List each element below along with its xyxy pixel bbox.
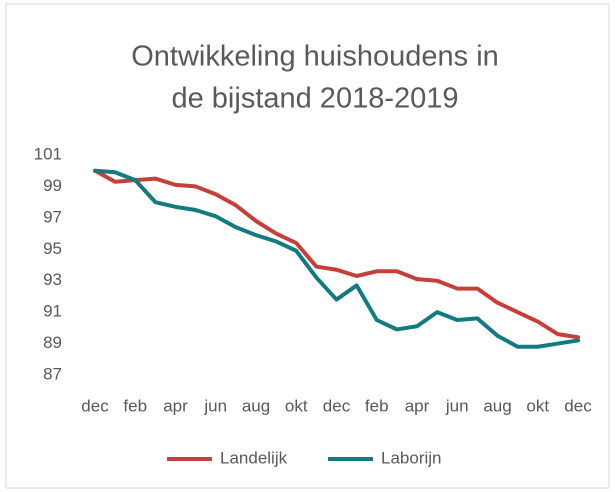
legend-label: Landelijk [220, 448, 288, 467]
x-tick-label: dec [323, 396, 351, 415]
series-line [93, 168, 580, 340]
x-tick-label: aug [483, 396, 511, 415]
x-tick-label: okt [285, 396, 308, 415]
y-tick-label: 99 [43, 176, 62, 195]
y-tick-label: 91 [43, 302, 62, 321]
x-tick-label: feb [365, 396, 389, 415]
y-tick-label: 95 [43, 239, 62, 258]
x-tick-label: apr [405, 396, 430, 415]
x-tick-label: aug [242, 396, 270, 415]
y-tick-label: 93 [43, 270, 62, 289]
y-tick-label: 97 [43, 207, 62, 226]
legend-label: Laborijn [381, 448, 442, 467]
x-tick-label: okt [526, 396, 549, 415]
y-tick-label: 89 [43, 333, 62, 352]
chart-title: Ontwikkeling huishoudens in [131, 41, 499, 73]
x-tick-label: apr [163, 396, 188, 415]
y-tick-label: 101 [34, 144, 62, 163]
x-tick-label: feb [123, 396, 147, 415]
chart-title: de bijstand 2018-2019 [171, 83, 458, 115]
x-tick-label: dec [564, 396, 592, 415]
series-line [93, 168, 580, 349]
chart-frame [5, 3, 610, 489]
x-tick-label: jun [445, 396, 469, 415]
y-tick-label: 87 [43, 364, 62, 383]
x-tick-label: dec [81, 396, 109, 415]
x-tick-label: jun [203, 396, 227, 415]
